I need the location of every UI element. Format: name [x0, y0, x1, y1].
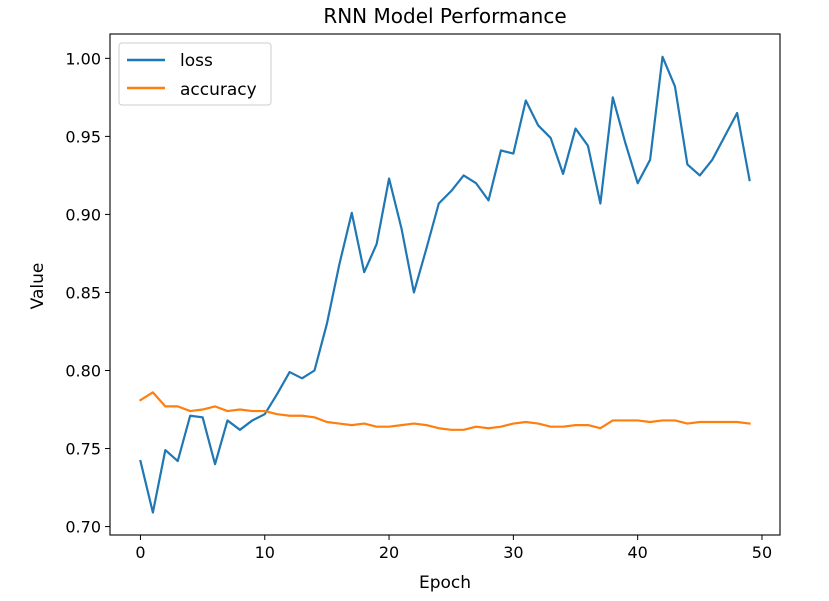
y-tick-label: 0.80 [65, 361, 101, 380]
x-axis-title: Epoch [419, 573, 471, 593]
y-tick-label: 0.70 [65, 518, 101, 537]
series-line-accuracy [138, 391, 751, 431]
y-tick-label: 0.95 [65, 127, 101, 146]
x-tick-label: 0 [135, 543, 145, 562]
y-axis: 0.70 0.75 0.80 0.85 0.90 0.95 1.00 [65, 49, 110, 537]
x-axis: 0 10 20 30 40 50 [135, 535, 772, 562]
y-axis-title: Value [28, 263, 48, 310]
legend: loss accuracy [118, 42, 272, 106]
y-tick-label: 0.90 [65, 205, 101, 224]
x-tick-label: 20 [379, 543, 399, 562]
y-tick-label: 0.85 [65, 283, 101, 302]
axes-frame [109, 33, 781, 536]
chart-title: RNN Model Performance [323, 4, 566, 28]
series-line-loss [139, 55, 751, 514]
plot-area [109, 33, 781, 536]
x-tick-label: 50 [752, 543, 772, 562]
x-tick-label: 30 [503, 543, 523, 562]
legend-label-loss: loss [180, 51, 213, 71]
x-tick-label: 10 [255, 543, 275, 562]
x-tick-label: 40 [627, 543, 647, 562]
y-tick-label: 1.00 [65, 49, 101, 68]
legend-box [118, 42, 272, 106]
legend-label-accuracy: accuracy [180, 80, 257, 100]
y-tick-label: 0.75 [65, 440, 101, 459]
